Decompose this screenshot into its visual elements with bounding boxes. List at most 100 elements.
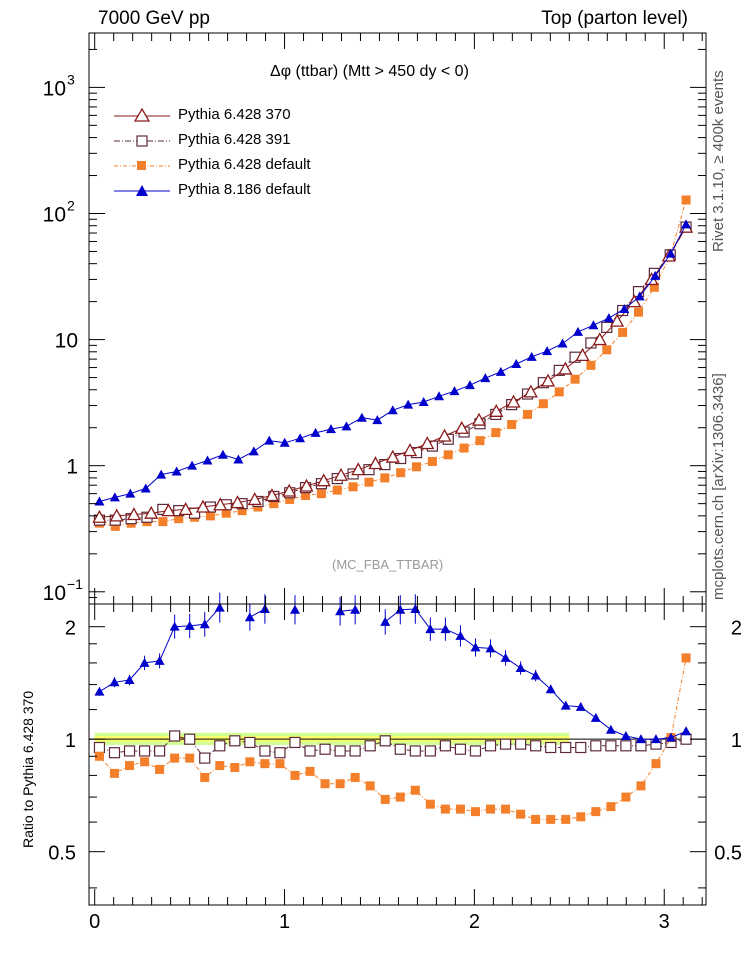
ratio-point-p391 [108,747,121,759]
ratio-point-pdef [681,653,691,663]
ratio-point-p8 [154,655,165,665]
ratio-point-p391 [454,743,467,755]
legend-marker-pdef [114,161,170,170]
main-point-p370 [213,497,228,511]
ratio-point-p8 [380,616,391,626]
main-point-p370 [454,420,469,434]
main-point-pdef [205,511,215,521]
legend-entry-p391: Pythia 6.428 391 [108,129,408,153]
ratio-series-p8 [94,592,692,744]
main-point-p370 [471,412,487,426]
ratio-point-p391 [409,745,421,757]
ratio-series-pdef [94,653,691,824]
legend-marker-p370 [114,107,170,122]
main-point-pdef [380,473,390,483]
main-ytick-label: 10 [55,330,78,353]
main-point-p370 [351,462,366,476]
ratio-point-p8 [335,606,346,616]
ratio-point-pdef [576,812,586,822]
ratio-point-p8 [395,604,406,614]
main-point-p370 [109,508,124,522]
main-ytick-label: 1 [66,456,78,479]
legend-label-p370: Pythia 6.428 370 [178,106,291,123]
main-ytick-label: 10 [43,582,66,605]
ratio-point-pdef [395,792,405,802]
main-ytick-exponent: 3 [67,71,75,87]
main-point-p391 [601,321,613,333]
ratio-point-pdef [591,807,601,817]
main-point-pdef [332,485,342,495]
analysis-tag: (MC_FBA_TTBAR) [332,557,444,572]
main-point-pdef [110,521,120,531]
ratio-point-p391 [169,730,181,742]
ratio-point-p8 [289,604,300,614]
main-point-p370 [437,428,452,442]
ratio-point-p391 [289,736,301,749]
ratio-point-pdef [260,759,270,769]
main-point-p370 [299,478,314,492]
main-point-p8 [156,469,167,479]
ratio-point-p8 [199,619,210,629]
main-point-p370 [282,483,297,497]
ratio-point-p391 [379,735,391,747]
main-point-p8 [603,313,614,323]
main-point-pdef [586,360,596,370]
main-point-p370 [609,313,625,327]
main-point-p8 [495,366,506,376]
ratio-point-pdef [215,761,225,771]
main-point-p370 [178,502,193,516]
main-point-p370 [333,467,349,481]
main-point-p370 [489,403,504,417]
main-point-p8 [295,433,306,443]
ratio-ytick-label-right: 0.5 [714,843,742,865]
main-ytick-label: 10 [43,203,66,226]
ratio-point-p8 [244,612,255,622]
main-point-p8 [634,291,645,301]
main-point-pdef [634,307,644,317]
ratio-xtick-label: 3 [659,911,670,933]
main-point-p8 [356,412,367,422]
ratio-point-p391 [274,747,286,759]
ratio-point-p8 [575,701,586,711]
ratio-point-pdef [200,772,210,782]
ratio-point-p8 [425,624,436,634]
legend-entry-pdef: Pythia 6.428 default [108,154,408,178]
main-point-pdef [475,436,485,446]
rivet-version-label: Rivet 3.1.10, ≥ 400k events [710,70,727,252]
main-point-p8 [557,338,568,348]
main-point-pdef [681,195,691,205]
ratio-point-pdef [350,772,360,782]
main-point-p370 [195,499,211,513]
main-point-pdef [174,514,184,524]
main-point-p8 [403,399,414,409]
main-point-p370 [402,443,418,457]
ratio-line-p391 [99,735,687,759]
main-point-pdef [443,450,453,460]
main-point-p8 [171,466,182,476]
main-point-p370 [540,373,556,387]
ratio-point-p8 [666,732,677,742]
main-point-p370 [592,332,607,346]
ratio-point-p391 [349,745,361,757]
ratio-point-p391 [214,740,226,752]
main-point-p8 [681,219,692,229]
plot-title: Δφ (ttbar) (Mtt > 450 dy < 0) [270,63,469,80]
main-point-p370 [368,456,383,470]
main-point-p8 [341,421,352,431]
ratio-point-p8 [681,726,692,736]
ratio-point-p391 [244,736,256,749]
main-point-p8 [480,373,491,383]
ratio-point-pdef [546,814,556,824]
ratio-xtick-label: 0 [89,911,100,933]
ratio-point-p8 [455,630,466,640]
ratio-point-p8 [139,657,150,667]
ratio-point-p391 [560,741,572,754]
ratio-point-pdef [621,792,631,802]
main-point-p8 [665,248,676,258]
main-point-pdef [158,517,168,527]
main-point-pdef [649,282,659,292]
ratio-point-p391 [439,740,451,752]
ratio-point-pdef [140,757,150,767]
